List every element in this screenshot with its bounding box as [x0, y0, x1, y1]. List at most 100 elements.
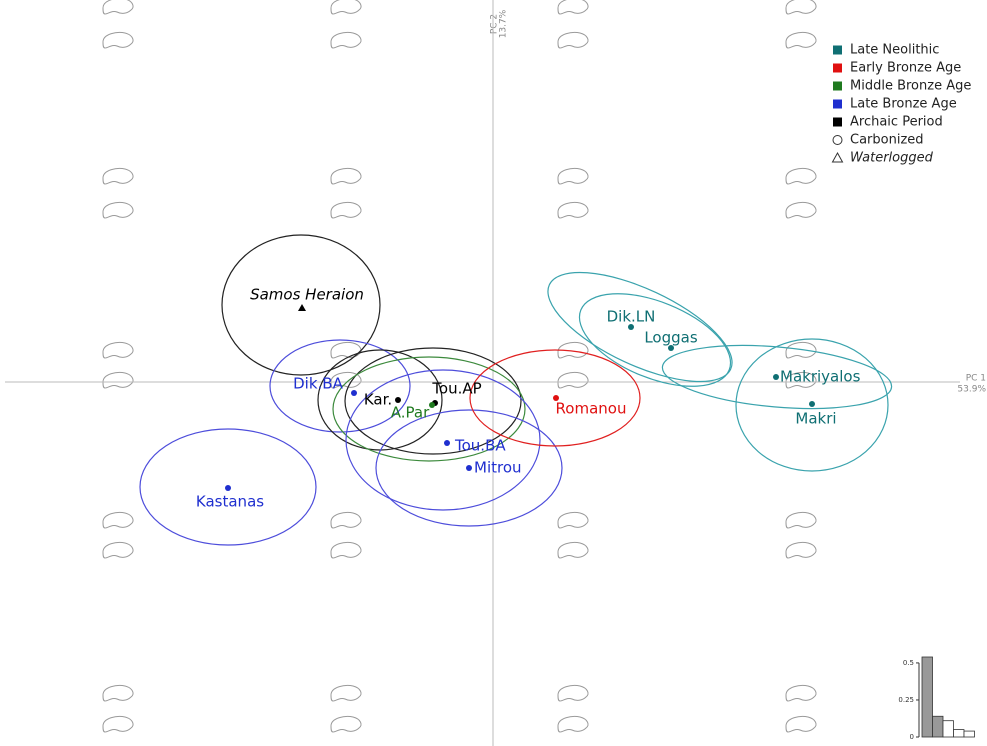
legend-swatch [833, 99, 842, 109]
seed-outline [102, 511, 134, 529]
inset-tick-label: 0.5 [903, 659, 914, 667]
seed-outlines [102, 0, 817, 733]
seed-outline [557, 341, 589, 359]
point [351, 390, 357, 396]
seed-outline [785, 31, 817, 49]
seed-outline [557, 167, 589, 185]
seed-outline [557, 684, 589, 702]
y-axis-title: PC 2 [490, 14, 500, 34]
legend-swatch [833, 81, 842, 91]
seed-outline [785, 541, 817, 559]
point-label: Loggas [644, 329, 698, 347]
eigenvalue-bar [932, 715, 944, 738]
eigenvalue-bar [921, 656, 933, 738]
inset-tick-label: 0 [910, 733, 914, 741]
seed-outline [102, 31, 134, 49]
point-label: Makriyalos [780, 368, 861, 386]
point [628, 324, 634, 330]
point [809, 401, 815, 407]
seed-outline [102, 167, 134, 185]
confidence-ellipse [344, 347, 522, 455]
legend-text: Late Neolithic [850, 43, 939, 58]
point-label: A.Par [391, 404, 430, 422]
legend-swatch [833, 117, 842, 127]
confidence-ellipse [661, 344, 893, 410]
point-label: Samos Heraion [250, 286, 364, 304]
x-axis-title: PC 1 [966, 374, 986, 384]
seed-outline [330, 715, 362, 733]
confidence-ellipse [375, 409, 563, 527]
seed-outline [330, 0, 362, 15]
legend-text: Waterlogged [850, 151, 934, 166]
point-label: Romanou [556, 400, 627, 418]
point [466, 465, 472, 471]
seed-outline [330, 541, 362, 559]
point [225, 485, 231, 491]
seed-outline [557, 371, 589, 389]
legend-text: Late Bronze Age [850, 97, 957, 112]
seed-outline [102, 0, 134, 15]
seed-outline [330, 341, 362, 359]
confidence-ellipse [735, 338, 889, 472]
seed-outline [557, 201, 589, 219]
point-label: Tou.AP [431, 380, 481, 398]
point-label: Kastanas [196, 493, 264, 511]
seed-outline [102, 371, 134, 389]
point [553, 395, 559, 401]
seed-outline [557, 715, 589, 733]
seed-outline [785, 684, 817, 702]
confidence-ellipse [332, 356, 526, 462]
seed-outline [785, 201, 817, 219]
point-label: Makri [795, 410, 836, 428]
confidence-ellipse [269, 339, 411, 433]
point-label: Mitrou [474, 459, 522, 477]
seed-outline [785, 715, 817, 733]
seed-outline [330, 167, 362, 185]
eigenvalue-bar [942, 720, 954, 738]
point-label: Tou.BA [454, 437, 506, 455]
confidence-ellipse [345, 369, 541, 511]
seed-outline [102, 541, 134, 559]
confidence-ellipse [469, 349, 641, 447]
point [668, 345, 674, 351]
confidence-ellipse [578, 293, 732, 387]
seed-outline [102, 715, 134, 733]
point-label: Dik.BA [293, 375, 343, 393]
seed-outline [330, 371, 362, 389]
legend-marker [831, 151, 844, 163]
point [773, 374, 779, 380]
legend-text: Carbonized [850, 133, 924, 148]
point [395, 397, 401, 403]
confidence-ellipse [221, 234, 381, 376]
legend-text: Middle Bronze Age [850, 79, 971, 94]
x-axis-variance: 53.9% [957, 385, 986, 395]
seed-outline [102, 341, 134, 359]
seed-outline [557, 31, 589, 49]
point [444, 440, 450, 446]
seed-outline [330, 201, 362, 219]
seed-outline [785, 341, 817, 359]
confidence-ellipse [547, 271, 733, 383]
seed-outline [330, 31, 362, 49]
legend-text: Early Bronze Age [850, 61, 961, 76]
seed-outline [785, 511, 817, 529]
legend-swatch [833, 63, 842, 73]
seed-outline [557, 511, 589, 529]
seed-outline [330, 684, 362, 702]
seed-outline [785, 0, 817, 15]
legend-text: Archaic Period [850, 115, 943, 130]
seed-outline [785, 371, 817, 389]
seed-outline [557, 0, 589, 15]
eigenvalue-bar [963, 730, 975, 738]
seed-outline [557, 541, 589, 559]
point [429, 402, 435, 408]
point [298, 304, 306, 311]
y-axis-variance: 13.7% [499, 9, 509, 38]
confidence-ellipse [139, 428, 317, 546]
seed-outline [330, 511, 362, 529]
legend-marker [832, 135, 843, 145]
point-label: Dik.LN [607, 308, 656, 326]
eigenvalue-bar [953, 729, 965, 738]
legend-swatch [833, 45, 842, 55]
